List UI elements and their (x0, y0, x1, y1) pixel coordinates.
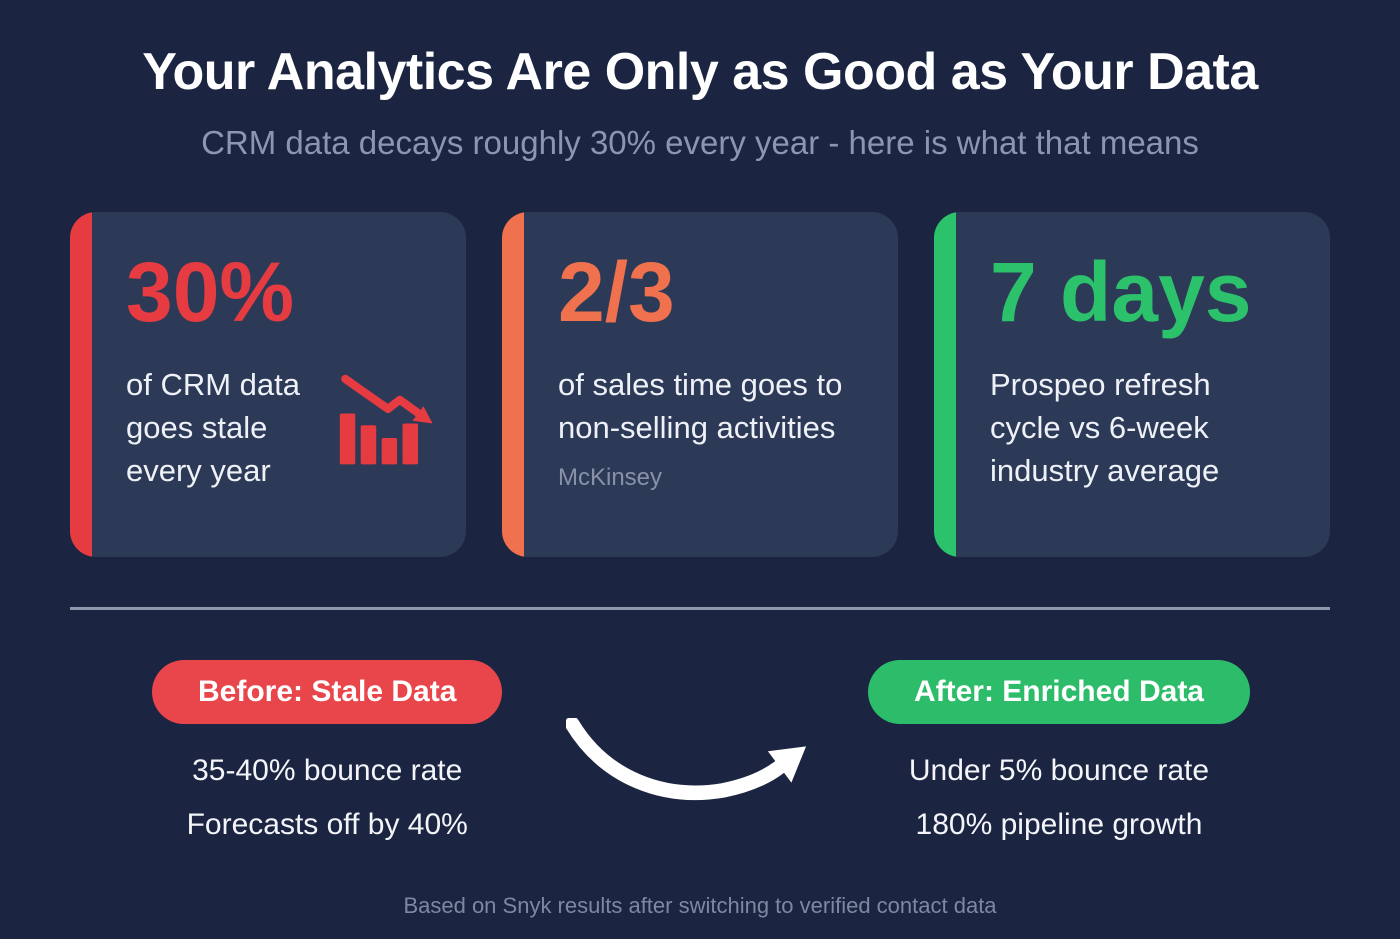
before-stat-line: 35-40% bounce rate (192, 754, 463, 787)
stat-card-body: 30% of CRM data goes stale every year (92, 212, 466, 557)
after-badge: After: Enriched Data (867, 660, 1250, 724)
before-stat-line: Forecasts off by 40% (186, 808, 468, 841)
after-column: After: Enriched Data Under 5% bounce rat… (867, 660, 1250, 855)
stat-description: of CRM data goes stale every year (126, 367, 301, 488)
before-badge: Before: Stale Data (152, 660, 503, 724)
stat-cards-row: 30% of CRM data goes stale every year (0, 212, 1400, 557)
card-accent-bar-orange (502, 212, 524, 557)
declining-bar-chart-icon (338, 368, 438, 473)
after-stat-line: 180% pipeline growth (915, 808, 1203, 841)
card-accent-bar-green (934, 212, 956, 557)
page-subtitle: CRM data decays roughly 30% every year -… (201, 124, 1199, 161)
after-stat-line: Under 5% bounce rate (908, 754, 1210, 787)
stat-description: of sales time goes to non-selling activi… (558, 367, 843, 445)
stat-card-body: 2/3 of sales time goes to non-selling ac… (524, 212, 898, 557)
stat-card-refresh-cycle: 7 days Prospeo refresh cycle vs 6-week i… (934, 212, 1330, 557)
page-title: Your Analytics Are Only as Good as Your … (142, 43, 1258, 101)
stat-description: Prospeo refresh cycle vs 6-week industry… (990, 367, 1220, 488)
before-after-comparison: Before: Stale Data 35-40% bounce rate Fo… (0, 660, 1400, 855)
stat-value: 2/3 (558, 245, 675, 339)
stat-value: 7 days (990, 245, 1252, 339)
stat-card-sales-time: 2/3 of sales time goes to non-selling ac… (502, 212, 898, 557)
stat-card-crm-decay: 30% of CRM data goes stale every year (70, 212, 466, 557)
stat-value: 30% (126, 245, 295, 339)
before-column: Before: Stale Data 35-40% bounce rate Fo… (152, 660, 503, 855)
stat-source: McKinsey (558, 463, 663, 491)
stat-desc-row: of CRM data goes stale every year (126, 364, 442, 492)
after-badge-label: After: Enriched Data (913, 675, 1204, 708)
curved-right-arrow-icon (564, 716, 821, 816)
before-badge-label: Before: Stale Data (198, 675, 457, 708)
card-accent-bar-red (70, 212, 92, 557)
section-divider (70, 607, 1330, 610)
footer-caption: Based on Snyk results after switching to… (403, 893, 997, 918)
stat-card-body: 7 days Prospeo refresh cycle vs 6-week i… (956, 212, 1330, 557)
